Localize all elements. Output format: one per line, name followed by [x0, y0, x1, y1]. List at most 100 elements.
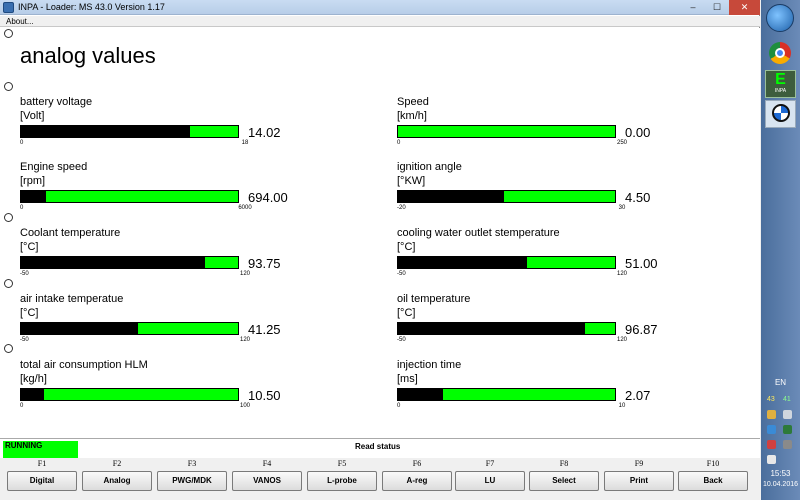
gauge-min: 0: [20, 140, 24, 146]
gauge-value: 51.00: [625, 256, 658, 271]
gauge-max: 120: [239, 271, 250, 277]
gauge-label: Speed: [397, 96, 429, 108]
read-status-text: Read status: [355, 442, 401, 451]
gauge-label: ignition angle: [397, 161, 462, 173]
taskbar: E INPA EN 43 41 15:53 10.04.2016: [761, 0, 800, 500]
inpa-window: INPA - Loader: MS 43.0 Version 1.17 – ☐ …: [0, 0, 760, 500]
gauge-value: 41.25: [248, 322, 281, 337]
gauge-unit: [°C]: [20, 307, 39, 319]
gauge-max: 18: [241, 140, 249, 146]
gauge-fill: [21, 191, 46, 202]
title-bar: INPA - Loader: MS 43.0 Version 1.17 – ☐ …: [0, 0, 760, 15]
inpa-icon[interactable]: E INPA: [765, 70, 796, 98]
gauge-value: 0.00: [625, 125, 651, 140]
maximize-button[interactable]: ☐: [712, 2, 722, 12]
gauge-bar: [20, 125, 239, 138]
a-reg-button[interactable]: A-reg: [382, 471, 452, 491]
menu-about[interactable]: About...: [6, 17, 34, 26]
tray-update-icon[interactable]: [767, 440, 776, 449]
tray-speaker-icon[interactable]: [767, 455, 776, 464]
fkey-label-f5: F5: [337, 459, 347, 468]
lu-button[interactable]: LU: [455, 471, 525, 491]
back-button[interactable]: Back: [678, 471, 748, 491]
gauge-unit: [ms]: [397, 373, 418, 385]
gauge-air-intake-temperature: air intake temperatue [°C] -50 120 41.25: [20, 293, 350, 353]
status-row: RUNNING Read status: [0, 438, 760, 458]
gauge-label: total air consumption HLM: [20, 359, 148, 371]
pwg-mdk-button[interactable]: PWG/MDK: [157, 471, 227, 491]
gauge-bar: [397, 190, 616, 203]
row-marker: [4, 29, 13, 38]
row-marker: [4, 213, 13, 222]
chrome-center: [775, 48, 785, 58]
gauge-injection-time: injection time [ms] 0 10 2.07: [397, 359, 727, 419]
gauge-fill: [398, 389, 443, 400]
gauge-unit: [kg/h]: [20, 373, 47, 385]
row-marker: [4, 82, 13, 91]
windows-start-icon[interactable]: [766, 4, 794, 32]
gauge-max: 250: [616, 140, 627, 146]
l-probe-button[interactable]: L-probe: [307, 471, 377, 491]
gauge-fill: [21, 126, 190, 137]
minimize-button[interactable]: –: [690, 2, 696, 12]
chrome-icon[interactable]: [765, 40, 796, 68]
gauge-unit: [°KW]: [397, 175, 426, 187]
fkey-label-f8: F8: [559, 459, 569, 468]
gauge-label: battery voltage: [20, 96, 93, 108]
gauge-unit: [Volt]: [20, 110, 45, 122]
fkey-label-f4: F4: [262, 459, 272, 468]
gauge-max: 120: [616, 337, 627, 343]
close-button[interactable]: ✕: [729, 0, 760, 15]
select-button[interactable]: Select: [529, 471, 599, 491]
analog-button[interactable]: Analog: [82, 471, 152, 491]
gauge-min: 0: [397, 140, 401, 146]
gauge-fill: [398, 191, 504, 202]
gauge-label: cooling water outlet stemperature: [397, 227, 560, 239]
window-title: INPA - Loader: MS 43.0 Version 1.17: [18, 2, 165, 12]
tray-cloud-icon[interactable]: [783, 410, 792, 419]
gauge-label: air intake temperatue: [20, 293, 124, 305]
gauge-unit: [°C]: [20, 241, 39, 253]
gauge-value: 2.07: [625, 388, 651, 403]
tray-power-icon[interactable]: [783, 440, 792, 449]
gauge-min: -20: [397, 205, 406, 211]
clock-time[interactable]: 15:53: [770, 469, 791, 478]
row-marker: [4, 279, 13, 288]
gauge-value: 10.50: [248, 388, 281, 403]
tray-flag-icon[interactable]: [767, 410, 776, 419]
gauge-min: 0: [397, 403, 401, 409]
clock-date[interactable]: 10.04.2016: [762, 481, 799, 488]
vanos-button[interactable]: VANOS: [232, 471, 302, 491]
gauge-unit: [°C]: [397, 241, 416, 253]
bmw-icon[interactable]: [765, 100, 796, 128]
fkey-label-f3: F3: [187, 459, 197, 468]
fkey-label-f7: F7: [485, 459, 495, 468]
digital-button[interactable]: Digital: [7, 471, 77, 491]
bmw-logo: [772, 104, 790, 122]
gauge-min: -50: [397, 337, 406, 343]
analog-values-panel: analog values battery voltage [Volt] 0 1…: [0, 28, 760, 438]
gauge-bar: [20, 190, 239, 203]
app-icon: [3, 2, 14, 13]
gauge-value: 14.02: [248, 125, 281, 140]
print-button[interactable]: Print: [604, 471, 674, 491]
gauge-max: 120: [616, 271, 627, 277]
tray-temp-b: 41: [783, 396, 791, 403]
gauge-total-air-consumption: total air consumption HLM [kg/h] 0 100 1…: [20, 359, 350, 419]
inpa-icon-letter: E: [775, 71, 786, 88]
gauge-label: injection time: [397, 359, 462, 371]
gauge-unit: [km/h]: [397, 110, 427, 122]
inpa-icon-text: INPA: [774, 88, 787, 94]
tray-security-icon[interactable]: [783, 425, 792, 434]
fkey-label-f1: F1: [37, 459, 47, 468]
language-indicator[interactable]: EN: [774, 378, 787, 387]
gauge-label: Coolant temperature: [20, 227, 121, 239]
tray-temp-a: 43: [767, 396, 775, 403]
tray-network-icon[interactable]: [767, 425, 776, 434]
gauge-fill: [398, 257, 527, 268]
gauge-label: Engine speed: [20, 161, 88, 173]
gauge-min: -50: [397, 271, 406, 277]
gauge-value: 93.75: [248, 256, 281, 271]
gauge-speed: Speed [km/h] 0 250 0.00: [397, 96, 727, 156]
gauge-oil-temperature: oil temperature [°C] -50 120 96.87: [397, 293, 727, 353]
